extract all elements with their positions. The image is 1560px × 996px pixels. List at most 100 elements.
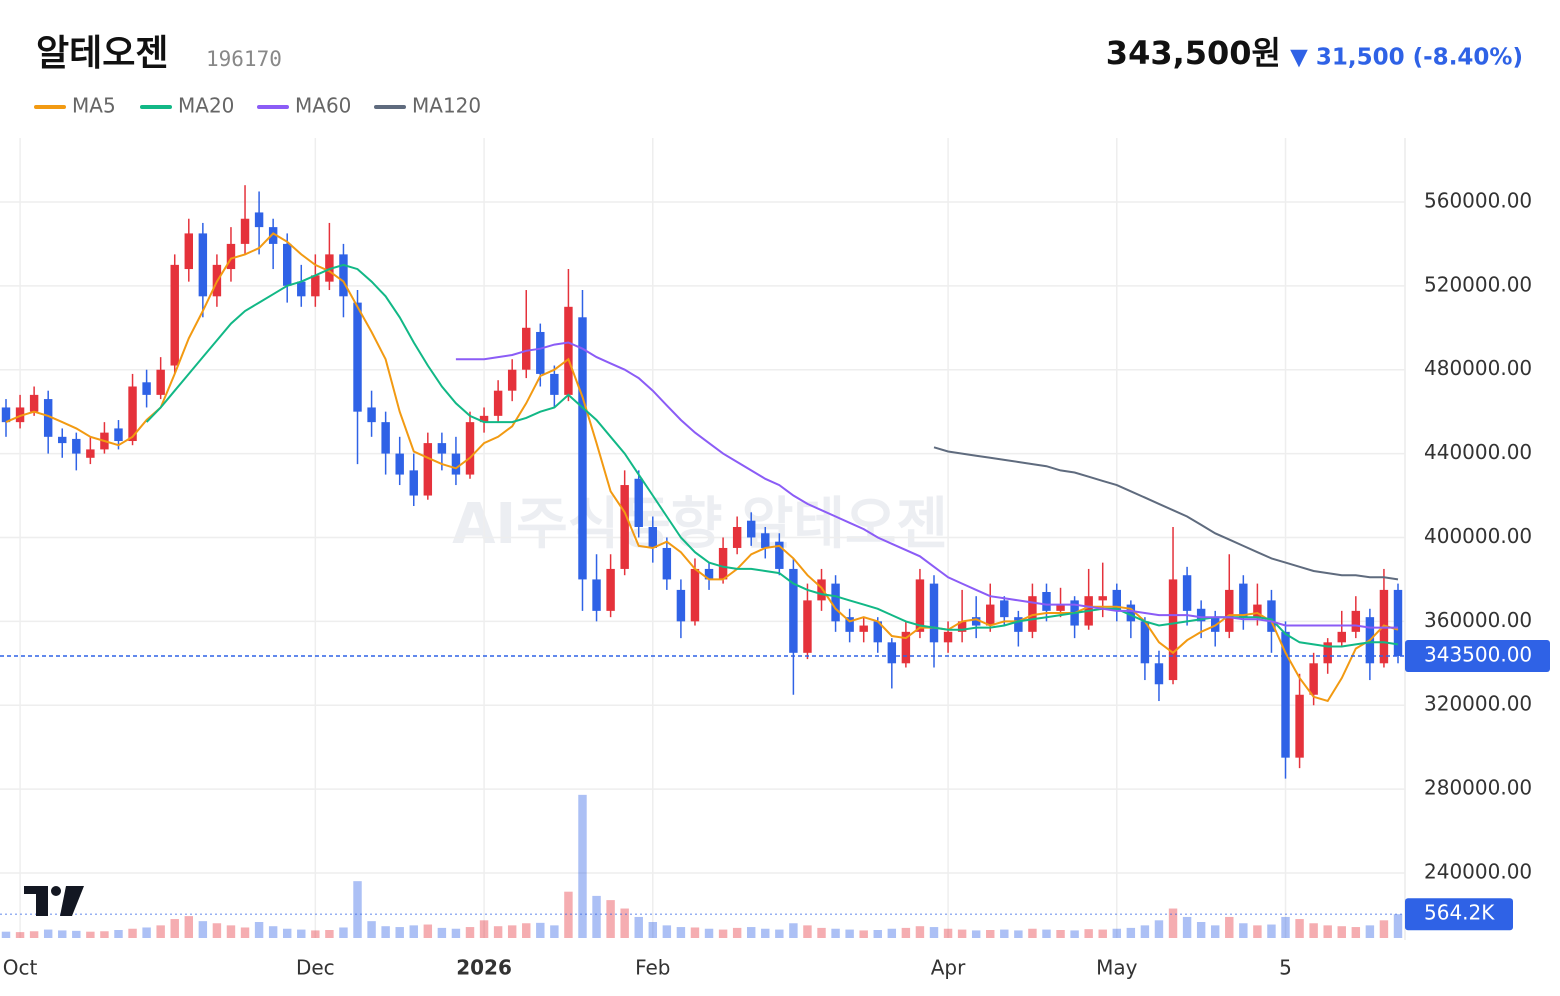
candle-body xyxy=(268,227,278,244)
volume-bar xyxy=(212,923,222,938)
candle-body xyxy=(620,485,629,569)
y-tick-label: 520000.00 xyxy=(1424,272,1532,296)
y-tick-label: 560000.00 xyxy=(1424,188,1532,212)
candle-body xyxy=(240,218,250,244)
candle-body xyxy=(395,453,404,475)
candle-body xyxy=(1323,642,1332,664)
volume-bar xyxy=(1028,928,1037,938)
volume-bar xyxy=(479,920,489,938)
candle-body xyxy=(662,547,672,580)
candle-body xyxy=(409,470,418,496)
volume-bar xyxy=(367,921,376,938)
volume-bar xyxy=(1379,920,1389,938)
volume-bar xyxy=(43,929,53,938)
grid xyxy=(0,138,1405,938)
candle-body xyxy=(282,243,292,286)
volume-bar xyxy=(957,929,967,938)
volume-bar xyxy=(704,928,714,938)
candle-body xyxy=(339,254,348,297)
volume-bar xyxy=(775,929,784,938)
y-tick-label: 320000.00 xyxy=(1424,692,1532,716)
volume-bar xyxy=(690,927,700,938)
x-tick-label: Dec xyxy=(296,956,335,980)
last-volume-box xyxy=(1405,898,1513,931)
volume-bar xyxy=(240,927,250,938)
candle-body xyxy=(297,281,306,297)
y-tick-label: 480000.00 xyxy=(1424,356,1532,380)
candle-body xyxy=(184,233,194,270)
candle-body xyxy=(15,407,25,423)
volume-bar xyxy=(1000,929,1009,938)
candle-body xyxy=(859,625,868,632)
ma-line xyxy=(145,263,1399,648)
candle-body xyxy=(353,302,362,412)
candle-body xyxy=(479,415,489,423)
candle-body xyxy=(114,428,123,442)
volume-bar xyxy=(1196,922,1206,938)
volume-bar xyxy=(184,916,194,938)
candle-body xyxy=(1098,596,1107,601)
candle-body xyxy=(1168,579,1178,681)
ma-line xyxy=(5,232,1399,703)
candle-body xyxy=(1154,663,1164,685)
legend-label: MA5 xyxy=(72,94,116,118)
candle-body xyxy=(72,438,81,454)
candle-body xyxy=(704,568,714,580)
candle-body xyxy=(1,407,11,423)
candle-body xyxy=(817,579,826,601)
price-change: ▼ 31,500 (-8.40%) xyxy=(1290,45,1523,71)
volume-bar xyxy=(128,928,137,938)
volume-bar xyxy=(1239,923,1248,938)
candle-body xyxy=(128,386,137,442)
candle-body xyxy=(957,621,967,632)
volume-bar xyxy=(409,925,418,938)
candle-body xyxy=(325,254,334,282)
volume-bar xyxy=(592,895,601,938)
candle-body xyxy=(1042,591,1051,611)
volume-bar xyxy=(1337,926,1346,938)
x-tick-label: 5 xyxy=(1279,956,1292,980)
volume-bar xyxy=(564,891,573,938)
candle-body xyxy=(789,568,798,653)
volume-bar xyxy=(1168,908,1178,938)
volume-layer xyxy=(1,794,1403,938)
watermark: AI주식동향 알테오젠 xyxy=(452,492,948,557)
candle-body xyxy=(634,478,643,527)
legend-label: MA20 xyxy=(178,94,234,118)
candle-body xyxy=(592,579,601,611)
candle-body xyxy=(929,583,939,643)
candle-body xyxy=(522,327,531,370)
candle-body xyxy=(775,541,784,569)
candle-body xyxy=(1351,610,1361,632)
volume-bar xyxy=(1112,928,1122,938)
volume-bar xyxy=(325,930,334,938)
volume-bar xyxy=(1126,927,1136,938)
candle-body xyxy=(1196,608,1206,622)
volume-bar xyxy=(1267,924,1276,938)
x-tick-label: Oct xyxy=(3,956,38,980)
volume-bar xyxy=(662,925,672,938)
volume-bar xyxy=(1393,914,1403,938)
volume-bar xyxy=(1014,930,1023,938)
volume-bar xyxy=(1281,916,1290,938)
volume-bar xyxy=(1,931,11,938)
volume-bar xyxy=(522,923,531,938)
candle-body xyxy=(1393,589,1403,656)
candle-body xyxy=(254,212,264,228)
volume-bar xyxy=(226,925,236,938)
volume-bar xyxy=(1210,925,1220,938)
last-volume-label: 564.2K xyxy=(1424,901,1495,925)
candle-body xyxy=(943,631,953,643)
volume-bar xyxy=(282,928,292,938)
volume-bar xyxy=(493,926,503,938)
volume-bar xyxy=(676,927,686,938)
candle-body xyxy=(1182,575,1192,611)
volume-bar xyxy=(1309,923,1318,938)
y-tick-label: 440000.00 xyxy=(1424,440,1532,464)
candle-body xyxy=(1253,604,1262,618)
candle-body xyxy=(901,631,911,664)
candle-body xyxy=(437,443,447,454)
candle-body xyxy=(1126,604,1136,622)
ma-line xyxy=(455,341,1398,629)
candle-body xyxy=(1295,694,1304,758)
